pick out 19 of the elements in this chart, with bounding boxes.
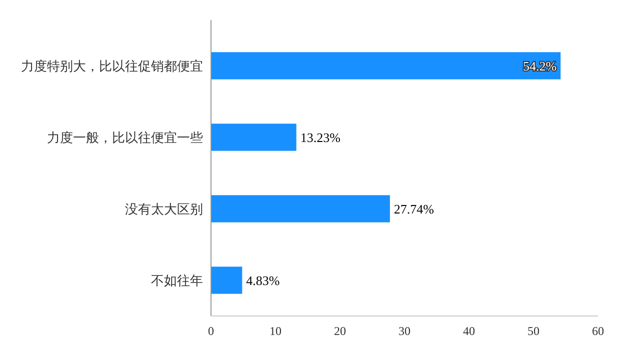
x-tick-label: 10 xyxy=(270,324,282,338)
x-tick-label: 50 xyxy=(528,324,540,338)
x-tick-label: 60 xyxy=(592,324,604,338)
y-tick-label: 力度特别大，比以往促销都便宜 xyxy=(21,58,203,74)
data-label: 13.23% xyxy=(300,130,341,145)
y-tick-label: 没有太大区别 xyxy=(125,201,203,216)
y-tick-label: 不如往年 xyxy=(151,272,203,288)
x-tick-label: 0 xyxy=(208,324,214,338)
bar xyxy=(211,195,390,222)
data-label: 27.74% xyxy=(394,201,434,216)
bar xyxy=(211,266,242,294)
bar xyxy=(211,52,561,80)
x-tick-label: 20 xyxy=(334,324,346,338)
x-tick-label: 30 xyxy=(398,324,410,338)
y-tick-label: 力度一般，比以往便宜一些 xyxy=(47,130,203,145)
data-label: 54.2% xyxy=(522,58,557,74)
bar xyxy=(211,124,296,151)
data-label: 4.83% xyxy=(246,272,280,288)
x-tick-label: 40 xyxy=(463,324,475,338)
